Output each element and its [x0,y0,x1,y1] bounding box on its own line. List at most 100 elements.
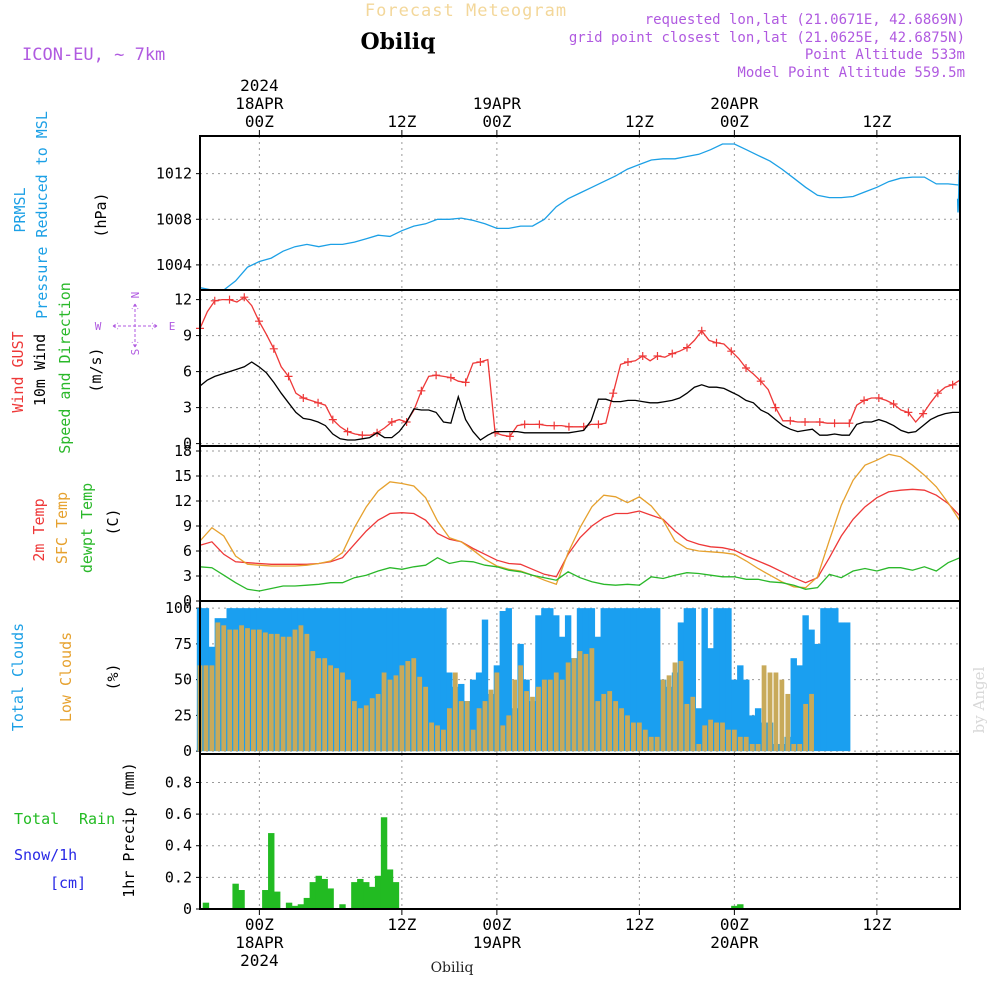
precip-bar [380,817,388,909]
top-hour-label: 12Z [387,112,416,131]
low-cloud-bar [583,653,589,752]
gust-marker [358,431,367,440]
gust-marker [387,418,396,426]
precip-bar [297,904,305,909]
precip-bar [291,905,299,909]
gust-marker [255,317,264,326]
gust-marker [240,293,249,302]
compass-n: N [129,292,142,299]
temperature-panel: 0 3 6 9 12 15 18 [174,442,961,610]
low-cloud-bar [684,703,690,752]
low-cloud-bar [714,722,719,752]
pressure-unit-label: (hPa) [92,192,110,237]
low-cloud-bar [749,743,755,752]
low-cloud-bar [654,736,660,752]
total-cloud-bar [363,608,370,752]
gust-marker [623,358,632,366]
precip-bar [273,891,281,909]
low-cloud-bar [512,679,518,752]
gust-marker [948,380,957,389]
precip-bar [321,878,328,909]
low-cloud-bar [595,701,601,752]
low-cloud-bar [346,679,351,752]
model-name: ICON-EU, ~ 7km [22,45,165,65]
low-cloud-bar [494,672,500,752]
low-cloud-bar [470,729,476,752]
bottom-day-label: 19APR [473,933,522,952]
clouds-panel-labels: Total Clouds Low Clouds (%) [9,623,122,731]
total-cloud-bar [689,608,697,752]
bottom-day-label: 20APR [710,933,759,952]
wind-panel-labels: Wind GUST 10m Wind Speed and Direction (… [9,282,175,454]
temp-dewpt-label: dewpt Temp [78,483,96,573]
wind-ytick-label: 3 [183,399,192,417]
low-cloud-bar [245,628,250,752]
low-cloud-bar [334,668,339,752]
total-cloud-bar [719,608,726,752]
clouds-ytick-label: 25 [174,706,192,724]
low-cloud-bar [565,662,571,752]
low-cloud-bar [256,629,262,752]
low-cloud-bar [239,625,244,752]
total-cloud-bar [701,608,708,752]
low-cloud-bar [209,665,215,752]
gust-marker [535,420,544,429]
low-cloud-bar [708,719,714,752]
precip-bar [374,875,382,909]
low-cloud-bar [417,676,423,752]
low-cloud-bar [731,729,737,752]
low-cloud-bar [619,708,624,752]
top-day-label: 20APR [710,94,759,113]
precip-ytick-label: 0.2 [165,868,192,886]
precip-bar [363,882,370,909]
low-cloud-bar [678,661,684,752]
precip-panel: 0 0.2 0.4 0.6 0.8 [165,753,961,918]
low-cloud-bar [316,658,322,752]
gust-marker [682,343,691,352]
low-cloud-bar [500,725,506,752]
low-cloud-bar [322,658,328,752]
precip-ytick-label: 0.8 [165,773,192,791]
low-cloud-bar [488,689,494,752]
total-cloud-bar [594,636,602,752]
low-cloud-bar [589,648,595,752]
precip-bar [303,897,311,909]
precip-bar [309,882,317,909]
low-cloud-bar [387,679,393,752]
compass-w: W [95,320,102,333]
precip-ytick-label: 0.6 [165,805,192,823]
gust-marker [564,422,573,431]
low-cloud-bar [631,722,636,752]
low-cloud-bar [286,636,292,752]
low-cloud-bar [304,633,310,752]
pressure-panel: 1004 1008 1012 [156,135,961,291]
gust-marker [756,377,765,386]
low-cloud-bar [785,693,791,752]
gust-marker [742,364,751,372]
pressure-panel-labels: PRMSL Pressure Reduced to MSL (hPa) [11,111,110,319]
precip-bar [315,875,322,909]
precip-unit-label: 1hr Precip (mm) [120,762,138,897]
low-cloud-bar [666,675,672,752]
gust-marker [697,326,706,335]
total-cloud-bar [606,608,613,752]
gust-marker [432,371,441,380]
precip-bar [262,890,269,909]
gust-marker [343,427,352,436]
temperature-panel-labels: 2m Temp SFC Temp dewpt Temp (C) [30,483,122,573]
total-cloud-bar [814,643,821,752]
low-cloud-bar [690,696,696,752]
low-cloud-bar [541,679,547,752]
gust-marker [904,408,913,417]
low-cloud-bar [625,715,630,752]
low-cloud-bar [702,725,708,752]
gust-marker [801,418,810,426]
rain-label: Rain [79,810,115,828]
gust-marker [269,344,278,353]
low-cloud-bar [464,701,470,752]
grid-coords: grid point closest lon,lat (21.0625E, 42… [569,30,965,46]
snow-label: Snow/1h [14,846,77,864]
low-cloud-bar [280,636,286,752]
low-cloud-bar [720,722,725,752]
